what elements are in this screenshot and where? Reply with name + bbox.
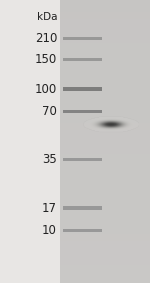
Text: 100: 100 [35,83,57,96]
Bar [63,37,102,40]
Text: 17: 17 [42,201,57,215]
Text: 35: 35 [42,153,57,166]
Bar [63,87,102,91]
Bar [60,0,150,283]
Bar [63,158,102,161]
Text: 150: 150 [35,53,57,66]
Bar [63,207,102,210]
Bar [63,229,102,232]
Text: 70: 70 [42,105,57,118]
Text: 10: 10 [42,224,57,237]
Bar [63,58,102,61]
Text: 210: 210 [35,32,57,45]
Text: kDa: kDa [36,12,57,22]
Bar [63,110,102,113]
